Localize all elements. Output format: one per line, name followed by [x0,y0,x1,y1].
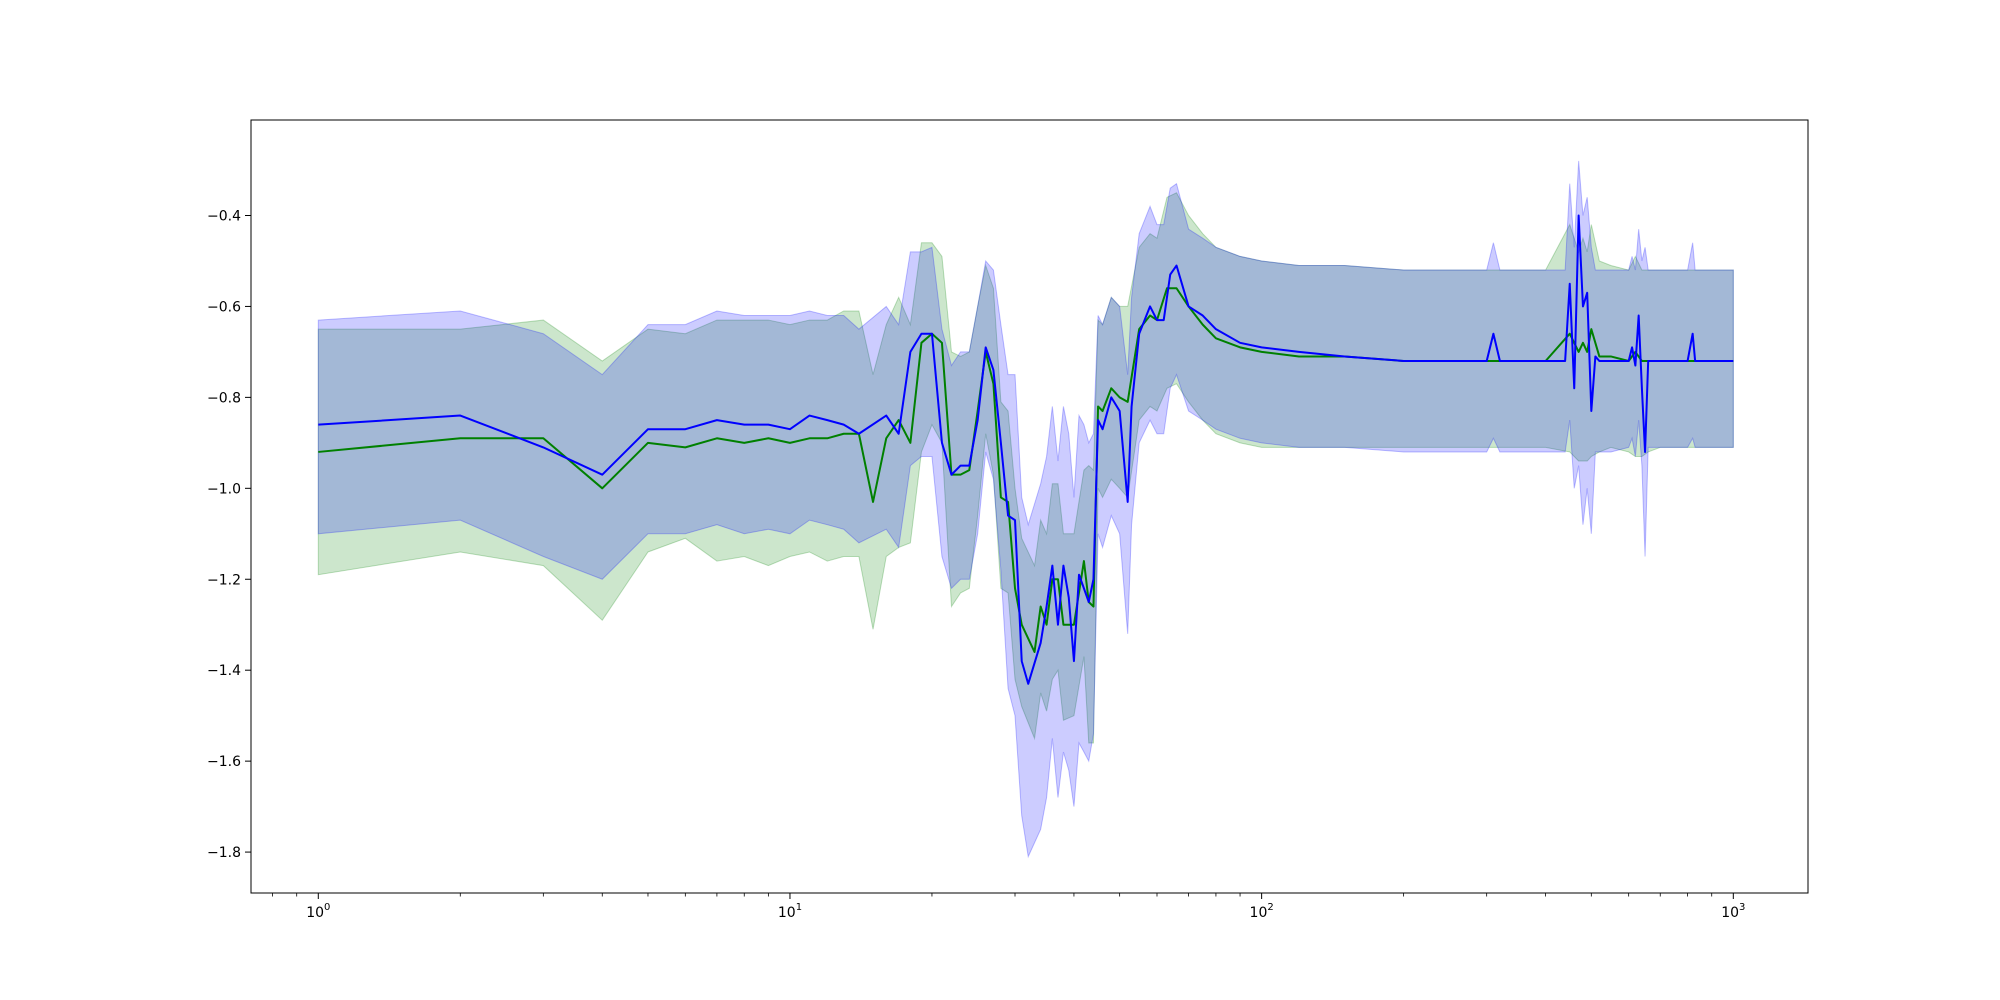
x-tick-label: 103 [1721,902,1745,921]
y-tick-label: −0.4 [207,208,241,224]
series-2-line [318,214,1734,685]
x-tick-label: 101 [778,902,802,921]
x-axis: 100 101 102 103 [272,893,1745,921]
confidence-bands [317,160,1734,859]
y-tick-label: −1.8 [207,845,241,861]
y-tick-label: −1.6 [207,754,241,770]
y-tick-label: −0.8 [207,390,241,406]
y-tick-label: −1.4 [207,663,241,679]
series-1-band [317,192,1734,744]
y-tick-label: −1.2 [207,572,241,588]
y-tick-label: −1.0 [207,481,241,497]
x-tick-label: 100 [306,902,330,921]
y-axis: −0.4 −0.6 −0.8 −1.0 −1.2 −1.4 −1.6 −1.8 [207,208,251,861]
x-tick-label: 102 [1250,902,1274,921]
y-tick-label: −0.6 [207,299,241,315]
series-lines [318,214,1734,685]
plot-frame [250,119,1809,894]
series-2-band [317,160,1734,859]
